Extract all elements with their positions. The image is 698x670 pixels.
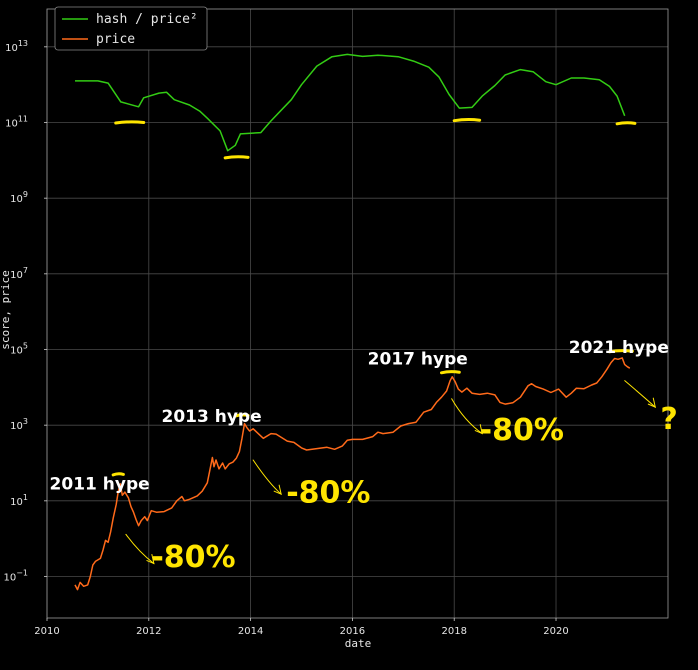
y-tick-label: 103	[10, 417, 28, 432]
annotations: 2011 hype 2013 hype 2017 hype 2021 hype -80%…	[50, 338, 678, 575]
x-tick-label: 2014	[238, 626, 263, 637]
y-axis-label: score, price	[0, 270, 12, 349]
x-tick-label: 2016	[340, 626, 365, 637]
y-tick-exponent: 3	[23, 417, 28, 426]
arrow-line	[624, 380, 656, 408]
legend: hash / price² price	[54, 6, 208, 51]
y-tick-exponent: 9	[23, 190, 28, 199]
highlight-mark	[439, 370, 461, 375]
highlight-mark	[111, 472, 125, 477]
legend-label-hash-price: hash / price²	[96, 12, 198, 27]
y-tick-label: 1011	[5, 115, 28, 130]
y-tick-exponent: 13	[18, 39, 28, 48]
y-tick-label: 109	[10, 190, 28, 205]
y-tick-exponent: 1	[23, 493, 28, 502]
hype-label: 2013 hype	[162, 407, 262, 427]
highlight-mark	[607, 349, 634, 354]
x-tick-label: 2012	[136, 626, 161, 637]
y-tick-exponent: −1	[16, 569, 28, 578]
legend-box	[54, 6, 208, 51]
legend-label-price: price	[96, 32, 135, 47]
drawdown-label: -80%	[286, 476, 370, 511]
series-line-hash-price	[75, 53, 626, 152]
y-tick-label: 1013	[5, 39, 28, 54]
drawdown-label: ?	[660, 402, 677, 437]
highlight-mark	[452, 118, 482, 123]
grid-lines	[46, 9, 668, 618]
highlight-marks	[111, 118, 637, 477]
arrow-line	[125, 533, 155, 565]
y-tick-label: 107	[10, 266, 28, 281]
hype-label: 2021 hype	[569, 338, 669, 358]
y-tick-exponent: 5	[23, 342, 28, 351]
arrow-head	[474, 424, 483, 435]
y-tick-label: 101	[10, 493, 28, 508]
highlight-mark	[233, 413, 250, 418]
hype-label: 2017 hype	[368, 350, 468, 370]
x-axis: 2010 2012 2014 2016 2018 2020	[34, 618, 569, 637]
y-tick-exponent: 7	[23, 266, 28, 275]
plot-frame	[46, 8, 669, 619]
drawdown-label: -80%	[151, 540, 235, 575]
y-tick-label: 105	[10, 342, 28, 357]
arrow-head	[146, 554, 155, 565]
x-tick-label: 2018	[441, 626, 466, 637]
x-tick-label: 2010	[34, 626, 59, 637]
y-tick-label: 10−1	[3, 569, 28, 584]
highlight-mark	[615, 121, 637, 126]
series-lines	[74, 53, 631, 591]
x-axis-label: date	[345, 637, 372, 650]
series-line-price	[74, 357, 631, 591]
highlight-mark	[223, 155, 250, 160]
arrow-line	[252, 459, 282, 495]
arrow-head	[647, 397, 656, 408]
y-tick-exponent: 11	[18, 115, 28, 124]
annotation-arrows	[125, 380, 656, 565]
arrow-head	[273, 484, 282, 496]
arrow-line	[451, 398, 483, 435]
hype-label: 2011 hype	[50, 474, 150, 494]
highlight-mark	[114, 120, 146, 125]
x-tick-label: 2020	[543, 626, 568, 637]
drawdown-label: -80%	[480, 413, 564, 448]
